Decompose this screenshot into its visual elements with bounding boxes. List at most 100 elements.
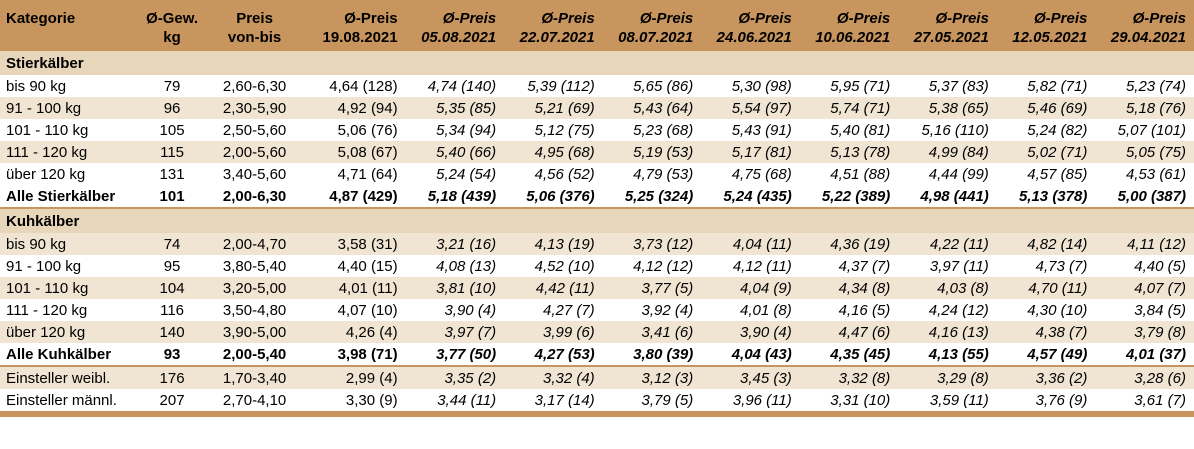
row-weight: 140 — [142, 321, 203, 343]
row-history-price: 4,13 (55) — [898, 343, 997, 367]
row-history-price: 5,40 (66) — [405, 141, 505, 163]
row-history-price: 4,44 (99) — [898, 163, 997, 185]
row-history-price: 4,27 (7) — [504, 299, 603, 321]
row-history-price: 5,16 (110) — [898, 119, 997, 141]
row-label: über 120 kg — [0, 321, 143, 343]
row-range: 2,70-4,10 — [202, 389, 308, 411]
row-current-price: 4,40 (15) — [307, 255, 406, 277]
row-history-price: 4,03 (8) — [898, 277, 997, 299]
row-history-price: 5,06 (376) — [504, 185, 603, 209]
row-history-price: 4,01 (37) — [1095, 343, 1194, 367]
row-current-price: 4,71 (64) — [307, 163, 406, 185]
row-history-price: 4,38 (7) — [996, 321, 1096, 343]
row-history-price: 4,16 (13) — [898, 321, 997, 343]
row-history-price: 4,52 (10) — [504, 255, 603, 277]
row-history-price: 4,04 (9) — [701, 277, 800, 299]
row-history-price: 5,95 (71) — [799, 75, 899, 97]
row-history-price: 4,08 (13) — [405, 255, 505, 277]
row-history-price: 3,92 (4) — [602, 299, 702, 321]
table-row: 111 - 120 kg 115 2,00-5,60 5,08 (67) 5,40 (6… — [0, 141, 1194, 163]
row-current-price: 4,07 (10) — [307, 299, 406, 321]
row-weight: 93 — [142, 343, 203, 367]
row-history-price: 4,12 (11) — [701, 255, 800, 277]
row-history-price: 4,47 (6) — [799, 321, 899, 343]
header-history-4: Ø-Preis 10.06.2021 — [799, 0, 899, 51]
row-history-price: 3,44 (11) — [405, 389, 505, 411]
header-current: Ø-Preis 19.08.2021 — [307, 0, 406, 51]
row-range: 2,60-6,30 — [202, 75, 308, 97]
header-history-5: Ø-Preis 27.05.2021 — [898, 0, 997, 51]
row-history-price: 3,41 (6) — [602, 321, 702, 343]
row-history-price: 5,12 (75) — [504, 119, 603, 141]
section-row: Stierkälber — [0, 51, 1194, 75]
row-history-price: 4,42 (11) — [504, 277, 603, 299]
row-history-price: 3,80 (39) — [602, 343, 702, 367]
row-history-price: 3,21 (16) — [405, 233, 505, 255]
row-history-price: 4,99 (84) — [898, 141, 997, 163]
row-weight: 95 — [142, 255, 203, 277]
row-history-price: 5,21 (69) — [504, 97, 603, 119]
row-label: bis 90 kg — [0, 75, 143, 97]
row-history-price: 4,56 (52) — [504, 163, 603, 185]
header-history-line2: 05.08.2021 — [421, 29, 497, 46]
row-weight: 96 — [142, 97, 203, 119]
header-history-line2: 27.05.2021 — [913, 29, 989, 46]
header-current-line2: 19.08.2021 — [322, 29, 398, 46]
row-history-price: 5,25 (324) — [602, 185, 702, 209]
row-weight: 207 — [142, 389, 203, 411]
header-history-1: Ø-Preis 22.07.2021 — [504, 0, 603, 51]
row-history-price: 5,02 (71) — [996, 141, 1096, 163]
row-history-price: 5,24 (54) — [405, 163, 505, 185]
row-label: über 120 kg — [0, 163, 143, 185]
row-range: 2,50-5,60 — [202, 119, 308, 141]
row-history-price: 5,00 (387) — [1095, 185, 1194, 209]
row-current-price: 3,98 (71) — [307, 343, 406, 367]
row-history-price: 5,22 (389) — [799, 185, 899, 209]
row-history-price: 5,39 (112) — [504, 75, 603, 97]
row-history-price: 3,73 (12) — [602, 233, 702, 255]
row-weight: 79 — [142, 75, 203, 97]
table-row: 101 - 110 kg 105 2,50-5,60 5,06 (76) 5,34 (9… — [0, 119, 1194, 141]
row-range: 3,80-5,40 — [202, 255, 308, 277]
row-range: 2,00-4,70 — [202, 233, 308, 255]
row-range: 3,50-4,80 — [202, 299, 308, 321]
row-weight: 116 — [142, 299, 203, 321]
row-label: bis 90 kg — [0, 233, 143, 255]
row-label: Alle Kuhkälber — [0, 343, 143, 367]
table-row: 101 - 110 kg 104 3,20-5,00 4,01 (11) 3,81 (1… — [0, 277, 1194, 299]
row-history-price: 3,61 (7) — [1095, 389, 1194, 411]
row-history-price: 5,19 (53) — [602, 141, 702, 163]
row-history-price: 5,74 (71) — [799, 97, 899, 119]
header-history-line1: Ø-Preis — [1132, 10, 1186, 27]
row-history-price: 5,43 (64) — [602, 97, 702, 119]
row-label: Einsteller weibl. — [0, 365, 143, 389]
row-history-price: 5,13 (78) — [799, 141, 899, 163]
row-history-price: 3,31 (10) — [799, 389, 899, 411]
row-history-price: 5,07 (101) — [1095, 119, 1194, 141]
header-history-3: Ø-Preis 24.06.2021 — [701, 0, 800, 51]
row-history-price: 3,32 (8) — [799, 365, 899, 389]
row-history-price: 5,34 (94) — [405, 119, 505, 141]
row-history-price: 3,32 (4) — [504, 365, 603, 389]
row-history-price: 3,84 (5) — [1095, 299, 1194, 321]
row-history-price: 3,76 (9) — [996, 389, 1096, 411]
header-gewicht: Ø-Gew. kg — [142, 0, 203, 51]
header-current-line1: Ø-Preis — [344, 10, 398, 27]
row-history-price: 5,18 (76) — [1095, 97, 1194, 119]
row-weight: 101 — [142, 185, 203, 209]
header-history-line1: Ø-Preis — [541, 10, 595, 27]
row-history-price: 4,04 (11) — [701, 233, 800, 255]
row-history-price: 4,13 (19) — [504, 233, 603, 255]
row-history-price: 4,34 (8) — [799, 277, 899, 299]
row-history-price: 4,12 (12) — [602, 255, 702, 277]
row-label: 91 - 100 kg — [0, 255, 143, 277]
row-history-price: 4,22 (11) — [898, 233, 997, 255]
row-history-price: 5,37 (83) — [898, 75, 997, 97]
row-history-price: 4,51 (88) — [799, 163, 899, 185]
row-current-price: 4,01 (11) — [307, 277, 406, 299]
row-history-price: 5,43 (91) — [701, 119, 800, 141]
row-history-price: 5,24 (435) — [701, 185, 800, 209]
row-history-price: 4,53 (61) — [1095, 163, 1194, 185]
row-history-price: 3,29 (8) — [898, 365, 997, 389]
header-history-line1: Ø-Preis — [738, 10, 792, 27]
